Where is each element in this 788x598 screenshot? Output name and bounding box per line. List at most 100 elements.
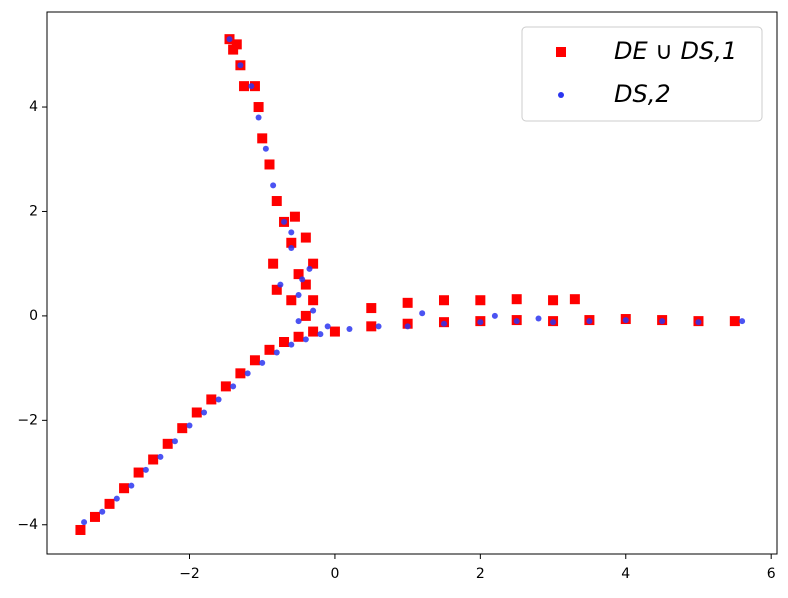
point bbox=[438, 295, 449, 306]
point bbox=[586, 318, 593, 325]
legend-label: DE ∪ DS,1 bbox=[614, 37, 737, 65]
point bbox=[288, 245, 295, 252]
point bbox=[300, 232, 311, 243]
point bbox=[253, 102, 264, 113]
point bbox=[270, 182, 277, 189]
point bbox=[300, 279, 311, 290]
point bbox=[513, 318, 520, 325]
point bbox=[324, 323, 331, 330]
point bbox=[273, 349, 280, 356]
point bbox=[293, 269, 304, 280]
point bbox=[375, 323, 382, 330]
x-tick-label: 6 bbox=[767, 566, 776, 582]
point bbox=[81, 519, 88, 526]
point bbox=[306, 265, 313, 272]
x-tick-label: 2 bbox=[476, 566, 485, 582]
point bbox=[244, 370, 251, 377]
point bbox=[128, 482, 135, 489]
point bbox=[268, 258, 279, 269]
point bbox=[288, 229, 295, 236]
point bbox=[440, 320, 447, 327]
point bbox=[366, 303, 377, 314]
point bbox=[419, 310, 426, 317]
point bbox=[226, 36, 233, 43]
point bbox=[230, 383, 237, 390]
point bbox=[201, 409, 208, 416]
point bbox=[288, 341, 295, 348]
point bbox=[310, 307, 317, 314]
point bbox=[281, 218, 288, 225]
point bbox=[302, 336, 309, 343]
legend-label: DS,2 bbox=[614, 80, 671, 108]
point bbox=[293, 331, 304, 342]
legend-marker bbox=[556, 47, 566, 57]
point bbox=[228, 44, 239, 55]
y-tick-label: 4 bbox=[29, 99, 38, 115]
point bbox=[249, 81, 260, 92]
point bbox=[89, 511, 100, 522]
point bbox=[739, 318, 746, 325]
legend-marker bbox=[558, 92, 564, 98]
point bbox=[148, 454, 159, 465]
point bbox=[550, 319, 557, 326]
point bbox=[548, 295, 559, 306]
point bbox=[308, 295, 319, 306]
point bbox=[104, 498, 115, 509]
point bbox=[277, 281, 284, 288]
point bbox=[271, 284, 282, 295]
point bbox=[177, 423, 188, 434]
y-tick-label: 0 bbox=[29, 308, 38, 324]
point bbox=[299, 276, 306, 283]
point bbox=[259, 359, 266, 366]
point bbox=[255, 114, 262, 121]
point bbox=[235, 368, 246, 379]
point bbox=[119, 483, 130, 494]
point bbox=[402, 297, 413, 308]
y-tick-label: −2 bbox=[17, 412, 38, 428]
point bbox=[239, 81, 250, 92]
point bbox=[511, 294, 522, 305]
y-tick-label: 2 bbox=[29, 203, 38, 219]
point bbox=[286, 295, 297, 306]
point bbox=[75, 524, 86, 535]
plot-frame bbox=[46, 11, 778, 555]
point bbox=[142, 466, 149, 473]
y-tick-label: −4 bbox=[17, 517, 38, 533]
point bbox=[535, 315, 542, 322]
point bbox=[220, 381, 231, 392]
point bbox=[162, 438, 173, 449]
point bbox=[133, 467, 144, 478]
point bbox=[308, 258, 319, 269]
point bbox=[659, 318, 666, 325]
point bbox=[271, 196, 282, 207]
point bbox=[622, 317, 629, 324]
point bbox=[257, 133, 268, 144]
point bbox=[186, 422, 193, 429]
point bbox=[237, 62, 244, 69]
point bbox=[171, 438, 178, 445]
point bbox=[262, 145, 269, 152]
point bbox=[300, 310, 311, 321]
point bbox=[295, 292, 302, 299]
point bbox=[317, 331, 324, 338]
point bbox=[491, 312, 498, 319]
point bbox=[99, 508, 106, 515]
point bbox=[279, 337, 290, 348]
point bbox=[475, 295, 486, 306]
point bbox=[295, 318, 302, 325]
x-tick-label: −2 bbox=[179, 566, 200, 582]
point bbox=[264, 344, 275, 355]
point bbox=[308, 326, 319, 337]
point bbox=[477, 319, 484, 326]
x-tick-label: 4 bbox=[621, 566, 630, 582]
point bbox=[329, 326, 340, 337]
point bbox=[157, 453, 164, 460]
point bbox=[248, 83, 255, 90]
point bbox=[366, 321, 377, 332]
point bbox=[289, 211, 300, 222]
point bbox=[231, 39, 242, 50]
x-tick-label: 0 bbox=[330, 566, 339, 582]
legend-box bbox=[521, 26, 763, 122]
point bbox=[215, 396, 222, 403]
